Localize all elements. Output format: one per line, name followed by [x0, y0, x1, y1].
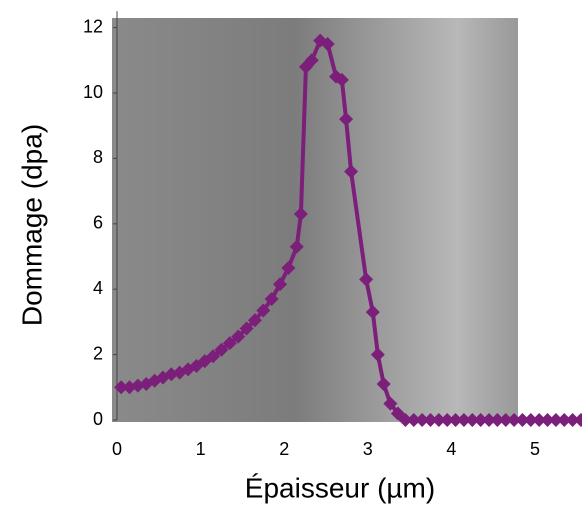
data-point	[456, 413, 471, 427]
data-point	[320, 36, 335, 51]
x-tick-label: 4	[446, 439, 456, 459]
x-tick-label: 0	[112, 439, 122, 459]
y-tick-label: 8	[93, 147, 103, 167]
x-axis-title: Épaisseur (µm)	[245, 472, 435, 503]
data-point	[304, 53, 319, 68]
x-tick-label: 2	[279, 439, 289, 459]
data-point	[448, 413, 463, 427]
data-point	[365, 305, 380, 320]
data-point	[383, 396, 398, 411]
data-point	[247, 313, 262, 328]
data-point	[370, 347, 385, 362]
data-point	[515, 413, 530, 427]
data-point	[498, 413, 513, 427]
data-point	[523, 413, 538, 427]
y-axis-title: Dommage (dpa)	[16, 124, 47, 326]
y-tick-label: 12	[83, 16, 103, 36]
data-point	[359, 272, 374, 287]
data-point	[440, 413, 455, 427]
y-tick-label: 0	[93, 409, 103, 429]
data-point	[507, 413, 522, 427]
data-point	[256, 303, 271, 318]
data-point	[565, 413, 580, 427]
data-point	[532, 413, 547, 427]
data-point	[390, 406, 405, 421]
x-tick-label: 1	[196, 439, 206, 459]
data-point	[482, 413, 497, 427]
data-point	[214, 342, 229, 357]
data-point	[573, 413, 582, 427]
micrograph-background	[112, 18, 518, 422]
data-point	[376, 377, 391, 392]
data-point	[222, 336, 237, 351]
data-point	[540, 413, 555, 427]
data-point	[339, 112, 354, 127]
data-point	[264, 292, 279, 307]
data-point	[273, 277, 288, 292]
data-point	[334, 72, 349, 87]
y-tick-label: 2	[93, 343, 103, 363]
data-point	[281, 260, 296, 275]
data-point	[557, 413, 572, 427]
data-point	[473, 413, 488, 427]
data-point	[231, 329, 246, 344]
data-point	[344, 164, 359, 179]
y-tick-label: 4	[93, 278, 103, 298]
data-point	[548, 413, 563, 427]
data-point	[431, 413, 446, 427]
data-point	[398, 413, 413, 427]
x-tick-label: 5	[530, 439, 540, 459]
y-tick-label: 10	[83, 82, 103, 102]
data-point	[206, 349, 221, 364]
data-point	[289, 239, 304, 254]
data-point	[114, 380, 129, 395]
data-point	[423, 413, 438, 427]
data-point	[293, 206, 308, 221]
data-point	[465, 413, 480, 427]
y-tick-label: 6	[93, 213, 103, 233]
data-point	[490, 413, 505, 427]
data-point	[406, 413, 421, 427]
x-tick-label: 3	[363, 439, 373, 459]
data-point	[415, 413, 430, 427]
data-point	[239, 321, 254, 336]
